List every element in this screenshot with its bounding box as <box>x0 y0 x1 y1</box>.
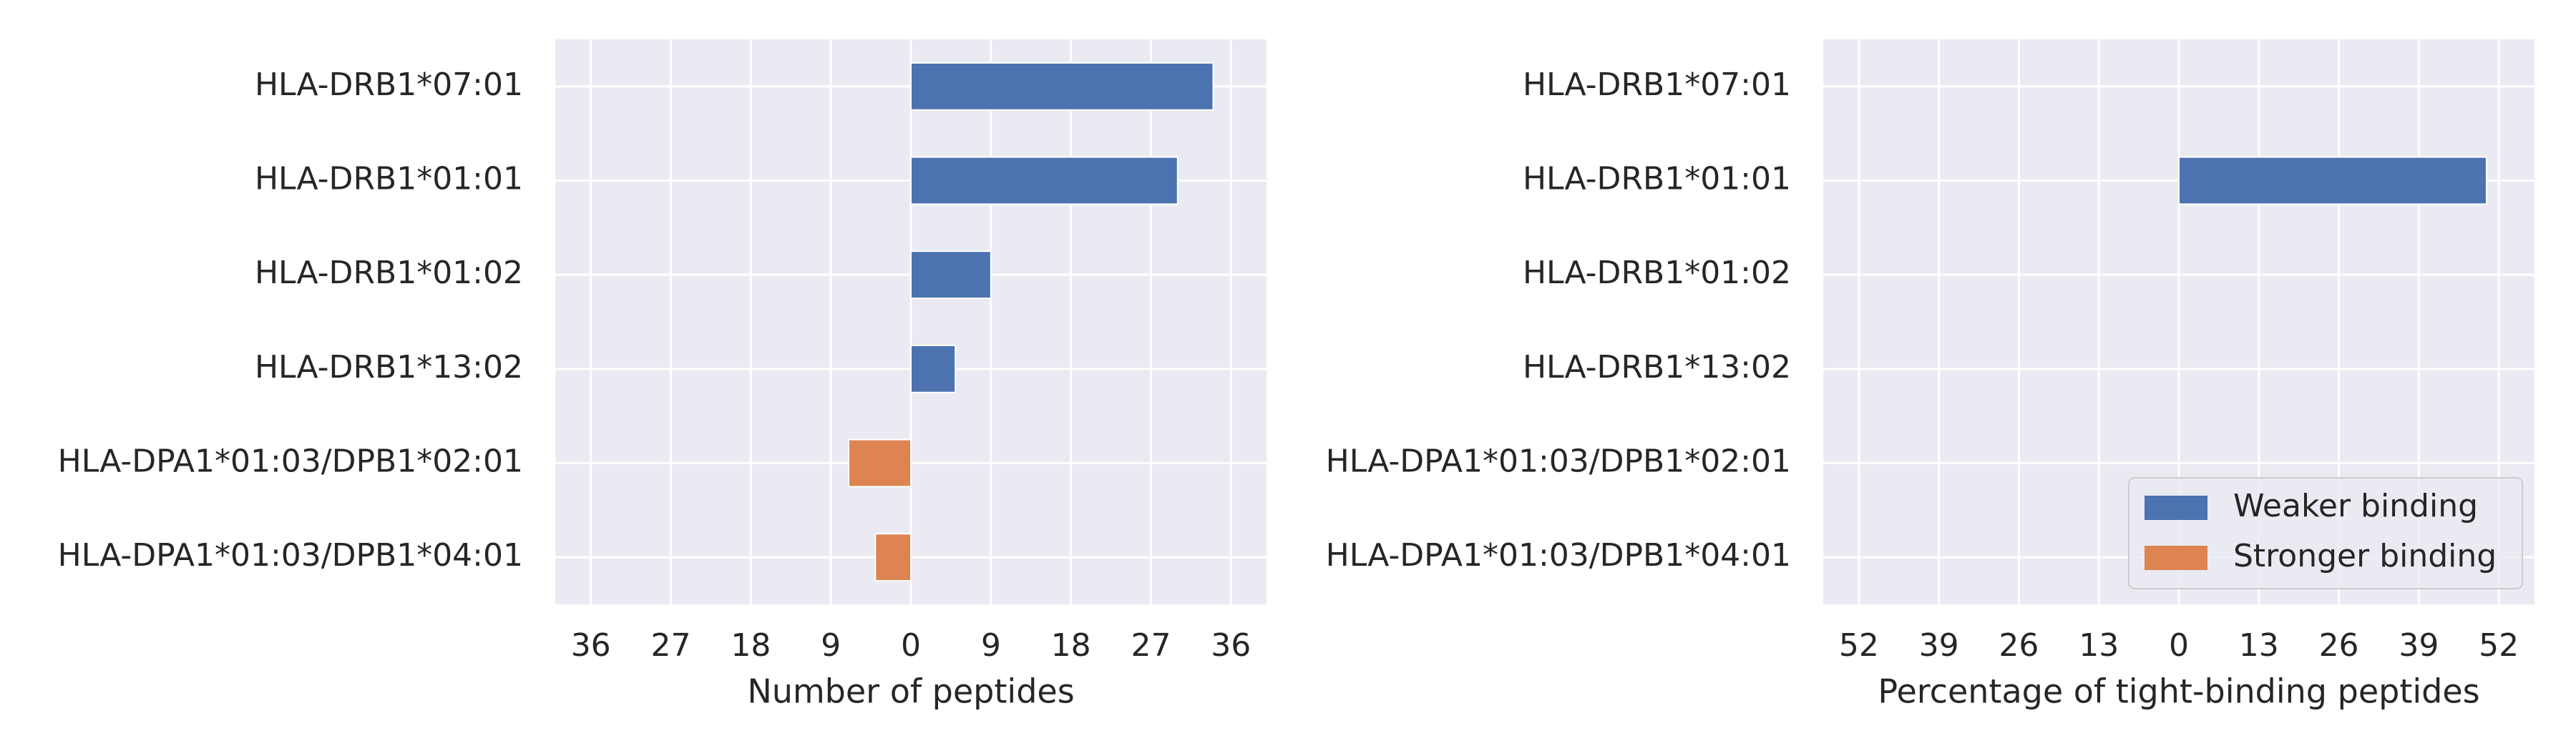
x-tick-label: 27 <box>651 627 691 664</box>
bar-weaker <box>2178 156 2487 205</box>
x-tick-label: 27 <box>1131 627 1171 664</box>
y-tick-label: HLA-DRB1*01:01 <box>255 161 523 197</box>
x-tick-label: 9 <box>821 627 841 664</box>
x-tick-label: 18 <box>731 627 771 664</box>
x-tick-label: 18 <box>1051 627 1091 664</box>
x-tick-label: 39 <box>1919 627 1959 664</box>
legend-box <box>2128 477 2523 589</box>
legend-label: Stronger binding <box>2233 538 2497 574</box>
x-tick-label: 0 <box>901 627 921 664</box>
bar-stronger <box>848 438 912 488</box>
chart-panel-1: HLA-DRB1*07:01 HLA-DRB1*01:01 HLA-DRB1*01:… <box>58 39 1267 711</box>
legend-swatch-stronger <box>2145 546 2207 570</box>
y-tick-label: HLA-DRB1*07:01 <box>255 67 523 103</box>
x-tick-label: 9 <box>981 627 1001 664</box>
y-tick-label: HLA-DRB1*13:02 <box>255 349 523 386</box>
chart-panel-2: HLA-DRB1*07:01 HLA-DRB1*01:01 HLA-DRB1*01:… <box>1326 39 2534 711</box>
x-tick-label: 26 <box>2319 627 2359 664</box>
x-axis-label: Number of peptides <box>747 672 1074 711</box>
bar-weaker <box>910 62 1214 111</box>
y-tick-label: HLA-DRB1*01:01 <box>1523 161 1791 197</box>
y-tick-label: HLA-DRB1*01:02 <box>1523 255 1791 291</box>
x-tick-label: 13 <box>2239 627 2279 664</box>
y-tick-label: HLA-DPA1*01:03/DPB1*04:01 <box>1326 537 1791 574</box>
y-tick-label: HLA-DPA1*01:03/DPB1*02:01 <box>58 443 523 480</box>
bar-weaker <box>910 344 957 393</box>
legend-label: Weaker binding <box>2233 488 2478 524</box>
bar-stronger <box>874 533 912 582</box>
y-tick-label: HLA-DPA1*01:03/DPB1*04:01 <box>58 537 523 574</box>
x-tick-label: 13 <box>2079 627 2119 664</box>
x-tick-label: 36 <box>1211 627 1251 664</box>
bar-weaker <box>910 156 1179 205</box>
x-tick-label: 26 <box>1999 627 2039 664</box>
x-tick-label: 52 <box>1839 627 1879 664</box>
x-tick-label: 52 <box>2479 627 2519 664</box>
bar-weaker <box>910 250 992 300</box>
x-axis-label: Percentage of tight-binding peptides <box>1878 672 2479 711</box>
x-tick-label: 39 <box>2399 627 2439 664</box>
x-tick-label: 0 <box>2169 627 2189 664</box>
y-tick-label: HLA-DRB1*01:02 <box>255 255 523 291</box>
legend-swatch-weaker <box>2145 496 2207 520</box>
y-tick-label: HLA-DPA1*01:03/DPB1*02:01 <box>1326 443 1791 480</box>
y-tick-label: HLA-DRB1*07:01 <box>1523 67 1791 103</box>
x-tick-label: 36 <box>571 627 611 664</box>
legend: Weaker binding Stronger binding <box>2128 477 2523 589</box>
y-tick-label: HLA-DRB1*13:02 <box>1523 349 1791 386</box>
